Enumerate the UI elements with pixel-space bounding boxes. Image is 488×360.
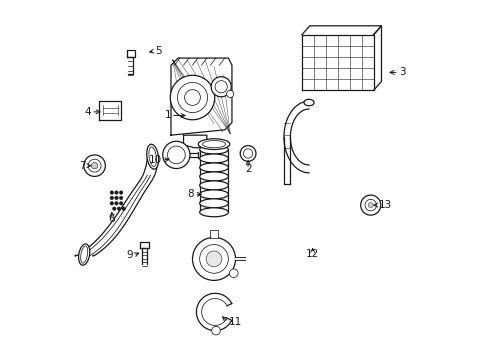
Ellipse shape (304, 99, 313, 106)
Ellipse shape (199, 199, 228, 208)
Circle shape (364, 199, 376, 211)
Circle shape (192, 237, 235, 280)
Polygon shape (284, 101, 308, 173)
Text: 8: 8 (187, 189, 194, 199)
Circle shape (211, 77, 231, 97)
Bar (210, 230, 217, 238)
Ellipse shape (199, 172, 228, 181)
Circle shape (360, 195, 380, 215)
Circle shape (115, 202, 118, 205)
Polygon shape (171, 58, 231, 135)
Polygon shape (75, 157, 158, 256)
Polygon shape (196, 293, 231, 330)
Ellipse shape (199, 163, 228, 172)
Circle shape (110, 202, 113, 205)
Text: 7: 7 (79, 161, 86, 171)
Circle shape (115, 191, 118, 194)
Circle shape (119, 202, 122, 205)
Circle shape (240, 145, 255, 161)
Circle shape (110, 196, 113, 200)
Text: 5: 5 (155, 46, 161, 56)
Circle shape (110, 191, 113, 194)
Text: 9: 9 (126, 250, 133, 260)
Circle shape (170, 75, 214, 120)
Text: 13: 13 (378, 200, 391, 210)
Text: 3: 3 (398, 67, 405, 77)
Ellipse shape (79, 244, 90, 265)
Ellipse shape (199, 208, 228, 217)
Circle shape (83, 155, 105, 176)
Circle shape (112, 207, 116, 211)
Text: 1: 1 (164, 111, 171, 121)
Circle shape (211, 326, 220, 335)
Circle shape (122, 207, 125, 211)
Circle shape (229, 269, 238, 278)
Text: 4: 4 (84, 107, 91, 117)
Circle shape (199, 244, 228, 273)
Polygon shape (126, 50, 135, 57)
Ellipse shape (199, 145, 228, 154)
Polygon shape (301, 35, 373, 90)
Ellipse shape (198, 139, 229, 149)
Circle shape (115, 196, 118, 200)
Ellipse shape (199, 154, 228, 163)
Circle shape (117, 207, 121, 211)
Circle shape (206, 251, 222, 267)
Ellipse shape (199, 181, 228, 190)
Circle shape (119, 196, 122, 200)
Circle shape (91, 162, 98, 169)
Text: 6: 6 (108, 215, 115, 224)
Circle shape (226, 90, 233, 98)
Polygon shape (140, 242, 149, 248)
Ellipse shape (146, 144, 158, 169)
Circle shape (163, 141, 190, 168)
Circle shape (119, 191, 122, 194)
Circle shape (367, 203, 372, 208)
Text: 12: 12 (305, 248, 319, 258)
Circle shape (88, 159, 101, 172)
Polygon shape (99, 101, 121, 120)
Polygon shape (183, 135, 206, 148)
Text: 10: 10 (148, 155, 162, 165)
Text: 2: 2 (244, 164, 251, 174)
Text: 11: 11 (228, 317, 241, 327)
Ellipse shape (199, 190, 228, 199)
